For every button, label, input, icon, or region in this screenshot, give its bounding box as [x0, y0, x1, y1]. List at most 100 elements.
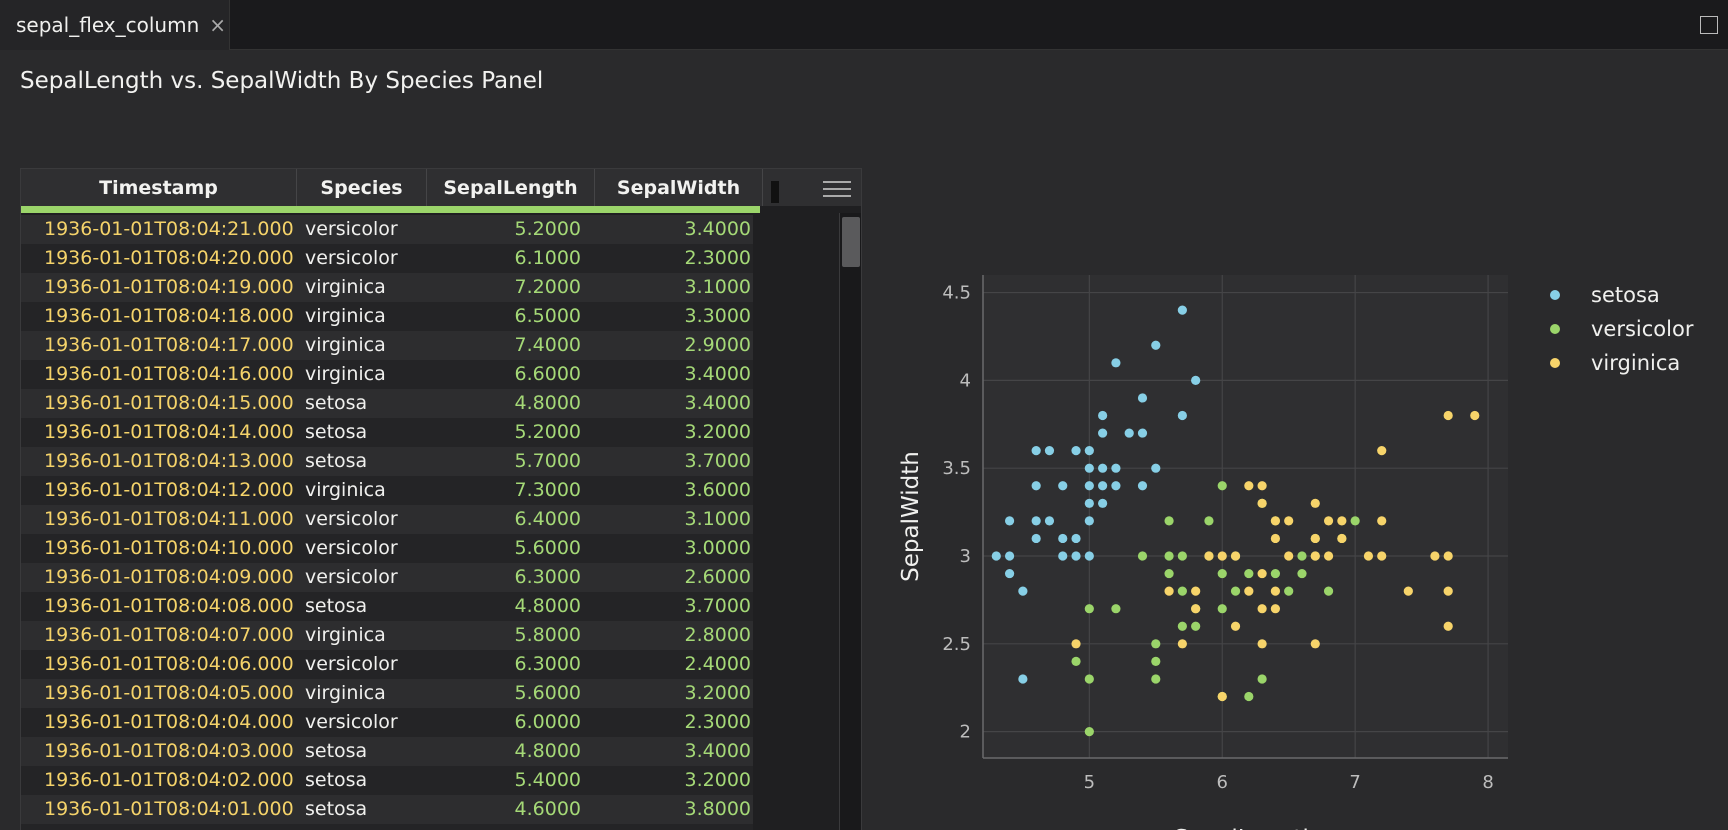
table-row[interactable]: 1936-01-01T08:04:17.000 virginica 7.4000 2.… [21, 331, 753, 360]
scatter-point-setosa[interactable] [1071, 533, 1081, 544]
scatter-point-virginica[interactable] [1270, 604, 1281, 614]
scatter-point-setosa[interactable] [1058, 533, 1068, 544]
scatter-point-setosa[interactable] [1058, 481, 1068, 491]
scatter-point-setosa[interactable] [1058, 551, 1068, 561]
scatter-point-versicolor[interactable] [1204, 516, 1214, 526]
scatter-point-virginica[interactable] [1217, 551, 1227, 561]
table-row[interactable]: 1936-01-01T08:04:06.000 versicolor 6.3000 2… [21, 650, 753, 679]
scatter-point-versicolor[interactable] [1217, 604, 1227, 614]
table-row[interactable]: 1936-01-01T08:04:03.000 setosa 4.8000 3.400… [21, 737, 753, 766]
scatter-point-versicolor[interactable] [1137, 551, 1148, 561]
scatter-point-virginica[interactable] [1257, 481, 1267, 491]
table-row[interactable]: 1936-01-01T08:04:08.000 setosa 4.8000 3.700… [21, 592, 753, 621]
scatter-point-versicolor[interactable] [1284, 586, 1294, 596]
scatter-point-versicolor[interactable] [1217, 481, 1227, 491]
table-row[interactable]: 1936-01-01T08:04:16.000 virginica 6.6000 3.… [21, 360, 753, 389]
scatter-point-versicolor[interactable] [1177, 586, 1187, 596]
legend-label-setosa[interactable]: setosa [1591, 283, 1660, 307]
scatter-point-virginica[interactable] [1443, 586, 1453, 596]
scatter-point-virginica[interactable] [1257, 568, 1267, 579]
scatter-point-setosa[interactable] [1018, 674, 1028, 684]
scatter-point-setosa[interactable] [1151, 340, 1161, 350]
scatter-point-versicolor[interactable] [1230, 586, 1241, 596]
scatter-point-setosa[interactable] [1111, 358, 1121, 368]
scatter-point-versicolor[interactable] [1270, 568, 1281, 579]
scatter-point-setosa[interactable] [1031, 516, 1041, 526]
scatter-point-virginica[interactable] [1377, 446, 1387, 456]
table-row[interactable]: 1936-01-01T08:04:01.000 setosa 4.6000 3.800… [21, 795, 753, 824]
scatter-point-setosa[interactable] [1191, 375, 1201, 385]
scatter-point-virginica[interactable] [1363, 551, 1374, 561]
scatter-point-virginica[interactable] [1230, 551, 1241, 561]
table-row[interactable]: 1936-01-01T08:04:07.000 virginica 5.8000 2.… [21, 621, 753, 650]
table-row[interactable]: 1936-01-01T08:04:21.000 versicolor 5.2000 3… [21, 215, 753, 244]
scatter-point-virginica[interactable] [1177, 639, 1187, 649]
scatter-point-setosa[interactable] [1098, 463, 1108, 473]
scatter-point-versicolor[interactable] [1164, 516, 1174, 526]
table-row[interactable]: 1936-01-01T08:04:11.000 versicolor 6.4000 3… [21, 505, 753, 534]
scatter-point-versicolor[interactable] [1191, 621, 1201, 631]
scatter-point-virginica[interactable] [1284, 516, 1294, 526]
tab-sepal-flex-column[interactable]: sepal_flex_column × [0, 0, 230, 50]
column-header-sepalwidth[interactable]: SepalWidth [595, 169, 763, 206]
scatter-point-setosa[interactable] [1071, 551, 1081, 561]
scatter-point-setosa[interactable] [1084, 481, 1094, 491]
table-row[interactable]: 1936-01-01T08:04:12.000 virginica 7.3000 3.… [21, 476, 753, 505]
scatter-point-virginica[interactable] [1257, 604, 1267, 614]
scatter-point-setosa[interactable] [1137, 393, 1148, 403]
legend-label-versicolor[interactable]: versicolor [1591, 317, 1694, 341]
scatter-point-virginica[interactable] [1310, 533, 1320, 544]
table-row[interactable]: 1936-01-01T08:04:10.000 versicolor 5.6000 3… [21, 534, 753, 563]
scatter-point-virginica[interactable] [1323, 516, 1334, 526]
table-row[interactable]: 1936-01-01T08:04:19.000 virginica 7.2000 3.… [21, 273, 753, 302]
scatter-point-setosa[interactable] [1031, 533, 1041, 544]
scatter-point-virginica[interactable] [1443, 410, 1453, 421]
scatter-point-setosa[interactable] [1044, 516, 1055, 526]
column-header-species[interactable]: Species [297, 169, 427, 206]
scatter-point-setosa[interactable] [1098, 428, 1108, 438]
scatter-point-virginica[interactable] [1310, 551, 1320, 561]
scatter-point-virginica[interactable] [1337, 533, 1347, 544]
scatter-point-setosa[interactable] [1004, 516, 1015, 526]
scatter-point-versicolor[interactable] [1244, 568, 1254, 579]
scatter-point-versicolor[interactable] [1084, 727, 1094, 737]
scatter-point-setosa[interactable] [1137, 481, 1148, 491]
scatter-point-virginica[interactable] [1443, 621, 1453, 631]
scatter-point-versicolor[interactable] [1244, 691, 1254, 702]
scatter-point-virginica[interactable] [1310, 498, 1320, 508]
scatter-point-virginica[interactable] [1230, 621, 1241, 631]
table-row[interactable]: 1936-01-01T08:04:04.000 versicolor 6.0000 2… [21, 708, 753, 737]
scatter-point-setosa[interactable] [1084, 446, 1094, 456]
scatter-point-setosa[interactable] [1177, 305, 1187, 315]
scatter-point-setosa[interactable] [1004, 551, 1015, 561]
scatter-point-versicolor[interactable] [1177, 551, 1187, 561]
scatter-point-setosa[interactable] [1084, 551, 1094, 561]
scatter-point-versicolor[interactable] [1111, 604, 1121, 614]
scatter-point-virginica[interactable] [1270, 516, 1281, 526]
scatter-point-versicolor[interactable] [1071, 656, 1081, 666]
scatter-point-virginica[interactable] [1310, 639, 1320, 649]
scatter-point-versicolor[interactable] [1350, 516, 1360, 526]
table-row[interactable]: 1936-01-01T08:04:18.000 virginica 6.5000 3.… [21, 302, 753, 331]
scatter-point-versicolor[interactable] [1084, 604, 1094, 614]
scatter-point-virginica[interactable] [1270, 533, 1281, 544]
scatter-point-versicolor[interactable] [1151, 674, 1161, 684]
scatter-point-versicolor[interactable] [1297, 551, 1307, 561]
column-header-timestamp[interactable]: Timestamp [21, 169, 297, 206]
scatter-point-virginica[interactable] [1164, 586, 1174, 596]
scatter-point-setosa[interactable] [1124, 428, 1134, 438]
scatter-point-versicolor[interactable] [1257, 674, 1267, 684]
scatter-point-virginica[interactable] [1257, 639, 1267, 649]
scatter-point-setosa[interactable] [1031, 481, 1041, 491]
scatter-point-versicolor[interactable] [1151, 639, 1161, 649]
scatter-point-setosa[interactable] [1098, 481, 1108, 491]
scatter-point-setosa[interactable] [1044, 446, 1055, 456]
maximize-icon[interactable] [1700, 16, 1718, 34]
scatter-point-virginica[interactable] [1323, 551, 1334, 561]
scatter-point-versicolor[interactable] [1217, 568, 1227, 579]
table-row[interactable]: 1936-01-01T08:04:20.000 versicolor 6.1000 2… [21, 244, 753, 273]
scatter-point-virginica[interactable] [1284, 551, 1294, 561]
scatter-point-virginica[interactable] [1470, 410, 1480, 421]
scatter-point-virginica[interactable] [1244, 481, 1254, 491]
vertical-scrollbar[interactable] [839, 213, 861, 830]
